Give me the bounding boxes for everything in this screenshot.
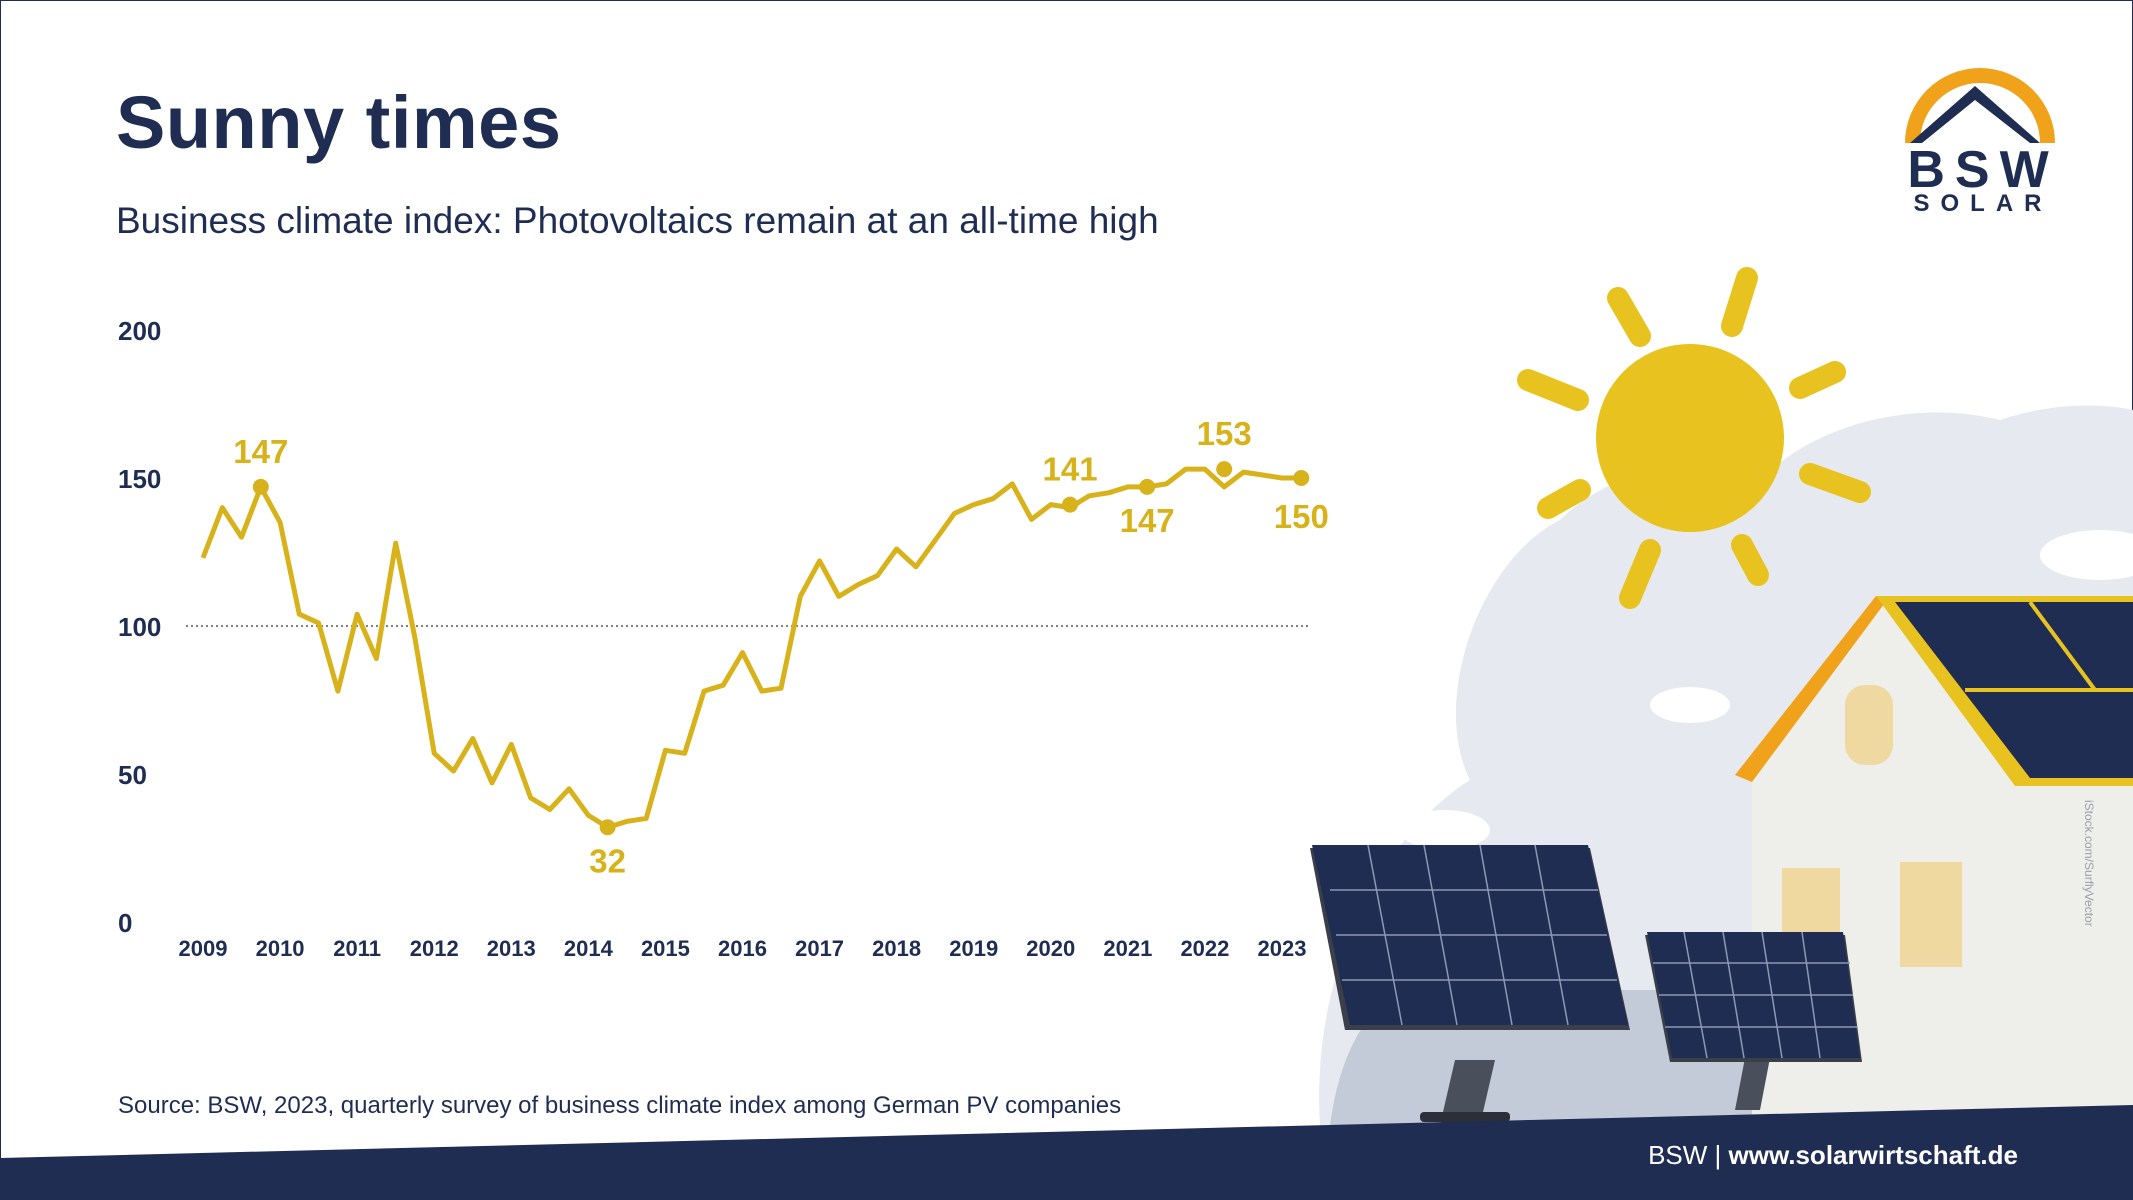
cloud-puff-left xyxy=(1400,810,1490,850)
data-point-marker xyxy=(252,478,269,495)
source-note: Source: BSW, 2023, quarterly survey of b… xyxy=(118,1092,1122,1119)
x-tick-label: 2021 xyxy=(1103,936,1152,961)
data-point-marker xyxy=(1293,470,1310,486)
x-tick-label: 2010 xyxy=(256,936,305,961)
image-credit: iStock.com/SurflyVector xyxy=(2082,800,2096,927)
x-tick-label: 2023 xyxy=(1258,936,1307,961)
data-point-marker xyxy=(599,819,616,836)
x-tick-label: 2011 xyxy=(333,936,381,961)
cloud-puff-mid xyxy=(1650,687,1730,723)
x-tick-label: 2016 xyxy=(718,936,767,961)
data-label: 153 xyxy=(1197,415,1252,452)
series-line xyxy=(200,466,1302,830)
data-label: 147 xyxy=(1120,502,1175,539)
sun-disc xyxy=(1596,344,1784,532)
page-title: Sunny times xyxy=(116,81,562,164)
data-point-marker xyxy=(1062,496,1079,513)
y-tick-label: 200 xyxy=(118,316,161,346)
line-chart: 0 50 100 150 200 2009 2010 2011 2012 2013 2014 201… xyxy=(118,316,1329,961)
footer-band xyxy=(0,1105,2133,1200)
sun-icon xyxy=(1517,267,1871,609)
x-axis: 2009 2010 2011 2012 2013 2014 2015 2016 2017 2018… xyxy=(179,936,1307,961)
data-label: 147 xyxy=(233,433,288,470)
x-tick-label: 2015 xyxy=(641,936,690,961)
y-axis: 0 50 100 150 200 xyxy=(118,316,161,938)
y-tick-label: 0 xyxy=(118,908,132,938)
data-label: 141 xyxy=(1043,451,1098,488)
x-tick-label: 2009 xyxy=(179,936,228,961)
data-label: 150 xyxy=(1274,498,1329,535)
x-tick-label: 2012 xyxy=(410,936,459,961)
data-point-marker xyxy=(1216,461,1233,478)
x-tick-label: 2018 xyxy=(872,936,921,961)
footer-separator: | xyxy=(1714,1140,1722,1170)
y-tick-label: 100 xyxy=(118,612,161,642)
solar-panel-small xyxy=(1645,931,1862,1110)
cloud-puff-low xyxy=(1370,774,1440,806)
y-tick-label: 150 xyxy=(118,464,161,494)
x-tick-label: 2013 xyxy=(487,936,536,961)
solar-panel-large xyxy=(1310,844,1630,1125)
footer-org: BSW xyxy=(1648,1140,1708,1170)
x-tick-label: 2022 xyxy=(1180,936,1229,961)
footer-text: BSW | www.solarwirtschaft.de xyxy=(1648,1140,2018,1171)
footer-url-link[interactable]: www.solarwirtschaft.de xyxy=(1728,1140,2018,1170)
cloud-puff-right xyxy=(2040,530,2133,580)
page-subtitle: Business climate index: Photovoltaics re… xyxy=(116,200,1159,241)
y-tick-label: 50 xyxy=(118,760,147,790)
annotations: 147 32 141 147 153 150 xyxy=(233,415,1329,879)
logo-tagline: SOLAR xyxy=(1913,190,2053,217)
x-tick-label: 2017 xyxy=(795,936,844,961)
bsw-solar-logo-icon xyxy=(1905,68,2055,143)
x-tick-label: 2020 xyxy=(1026,936,1075,961)
x-tick-label: 2014 xyxy=(564,936,614,961)
data-label: 32 xyxy=(589,842,626,879)
logo-wordmark: BSW xyxy=(1907,141,2059,199)
data-point-marker xyxy=(1139,478,1156,495)
x-tick-label: 2019 xyxy=(949,936,998,961)
